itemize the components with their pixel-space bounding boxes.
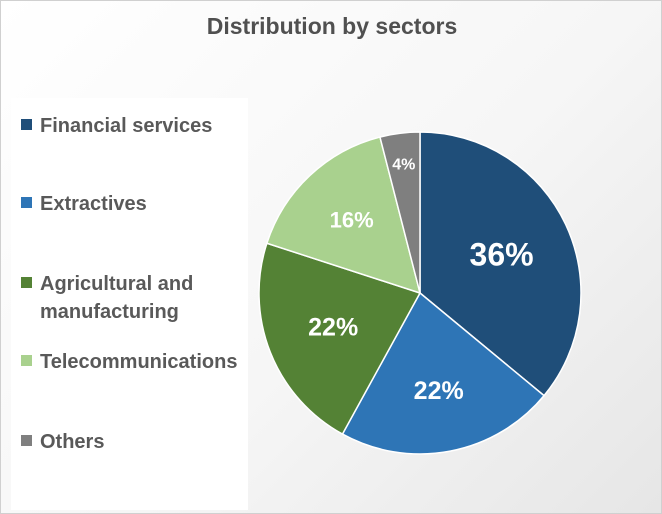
data-label-others: 4% <box>392 157 415 174</box>
data-label-extractives: 22% <box>414 377 464 405</box>
legend-label: Agricultural and manufacturing <box>40 273 194 323</box>
legend-item-agricultural-manufacturing: Agricultural and manufacturing <box>21 270 193 326</box>
legend-item-others: Others <box>21 428 104 456</box>
legend-swatch <box>21 435 32 446</box>
legend-label: Financial services <box>40 115 213 137</box>
data-label-agricultural-manufacturing: 22% <box>308 313 358 341</box>
legend-item-telecommunications: Telecommunications <box>21 348 237 376</box>
pie-slice-agricultural-manufacturing <box>258 242 422 436</box>
chart-title: Distribution by sectors <box>206 13 458 39</box>
legend-swatch <box>21 197 32 208</box>
pie-slice-financial-services <box>419 131 582 397</box>
data-label-telecommunications: 16% <box>330 208 374 233</box>
legend-swatch <box>21 277 32 288</box>
pie-slice-telecommunications <box>265 136 422 295</box>
legend-swatch <box>21 355 32 366</box>
legend-swatch <box>21 119 32 130</box>
data-label-financial-services: 36% <box>470 237 534 273</box>
legend-label: Others <box>40 431 105 453</box>
pie-slice-others <box>379 131 421 294</box>
pie-slice-extractives <box>341 291 546 455</box>
legend-item-extractives: Extractives <box>21 190 147 218</box>
legend-label: Extractives <box>40 193 147 215</box>
legend: Financial services Extractives Agricultu… <box>11 98 248 510</box>
legend-item-financial-services: Financial services <box>21 112 212 140</box>
legend-label: Telecommunications <box>40 351 238 373</box>
